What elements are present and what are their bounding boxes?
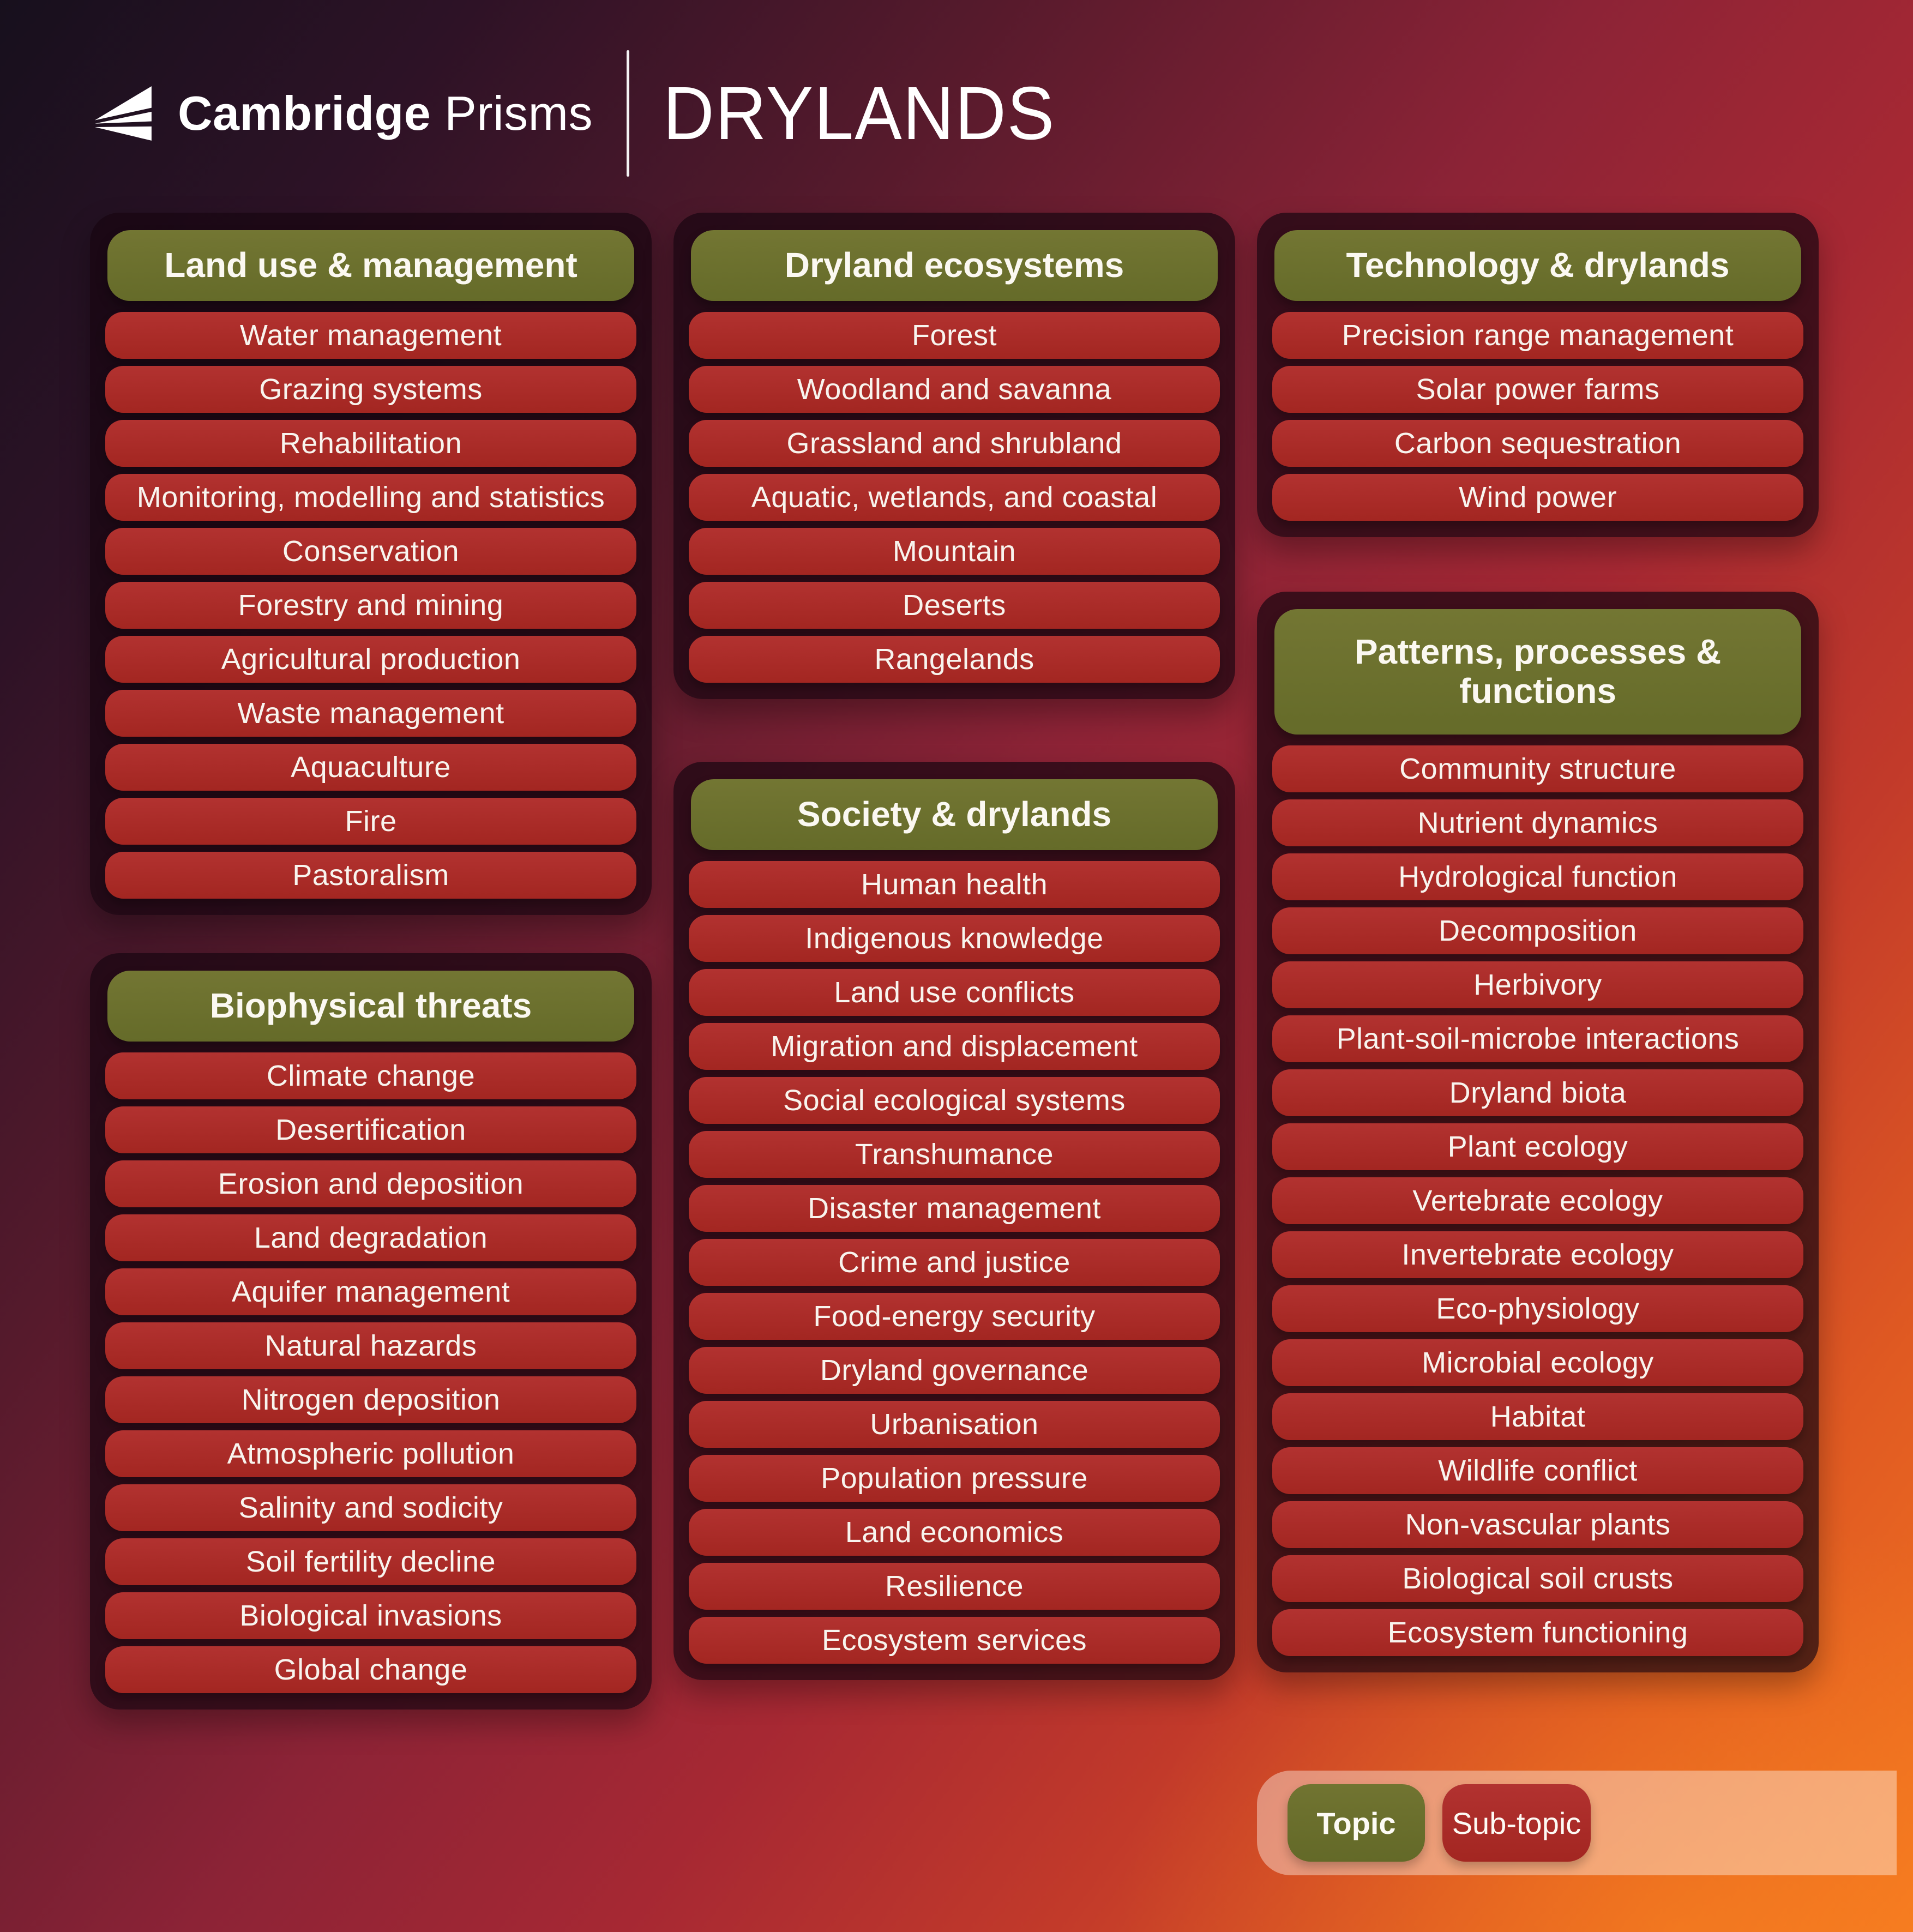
subtopic-pill: Biological invasions: [105, 1592, 636, 1639]
topic-header: Land use & management: [107, 230, 634, 301]
subtopic-pill: Disaster management: [689, 1185, 1220, 1232]
subtopic-pill: Pastoralism: [105, 852, 636, 899]
brand-cambridge: Cambridge: [178, 86, 431, 140]
legend: Topic Sub-topic: [1257, 1771, 1897, 1875]
subtopic-pill: Nitrogen deposition: [105, 1376, 636, 1423]
subtopic-pill: Fire: [105, 798, 636, 845]
subtopic-pill: Non-vascular plants: [1272, 1501, 1803, 1548]
subtopic-list: Human health Indigenous knowledge Land use…: [689, 861, 1220, 1664]
column-1: Land use & management Water management Gr…: [90, 213, 652, 1710]
subtopic-pill: Rehabilitation: [105, 420, 636, 467]
subtopic-pill: Wildlife conflict: [1272, 1447, 1803, 1494]
subtopic-pill: Rangelands: [689, 636, 1220, 683]
subtopic-list: Precision range management Solar power fa…: [1272, 312, 1803, 521]
subtopic-pill: Microbial ecology: [1272, 1339, 1803, 1386]
panel-land-use-management: Land use & management Water management Gr…: [90, 213, 652, 915]
subtopic-pill: Salinity and sodicity: [105, 1484, 636, 1531]
header: Cambridge Prisms DRYLANDS: [0, 0, 1913, 213]
subtopic-pill: Aquifer management: [105, 1268, 636, 1315]
brand-wordmark: Cambridge Prisms: [178, 86, 593, 141]
subtopic-pill: Forest: [689, 312, 1220, 359]
subtopic-pill: Land degradation: [105, 1214, 636, 1261]
subtopic-pill: Wind power: [1272, 474, 1803, 521]
legend-topic-pill: Topic: [1288, 1784, 1425, 1862]
subtopic-pill: Community structure: [1272, 745, 1803, 792]
subtopic-pill: Aquatic, wetlands, and coastal: [689, 474, 1220, 521]
legend-subtopic-pill: Sub-topic: [1442, 1784, 1591, 1862]
subtopic-pill: Precision range management: [1272, 312, 1803, 359]
subtopic-pill: Hydrological function: [1272, 853, 1803, 900]
subtopic-pill: Food-energy security: [689, 1293, 1220, 1340]
topic-header: Society & drylands: [691, 779, 1218, 850]
subtopic-pill: Agricultural production: [105, 636, 636, 683]
subtopic-list: Community structure Nutrient dynamics Hydr…: [1272, 745, 1803, 1656]
subtopic-list: Forest Woodland and savanna Grassland and …: [689, 312, 1220, 683]
subtopic-pill: Eco-physiology: [1272, 1285, 1803, 1332]
subtopic-pill: Waste management: [105, 690, 636, 737]
subtopic-pill: Erosion and deposition: [105, 1160, 636, 1207]
subtopic-pill: Atmospheric pollution: [105, 1430, 636, 1477]
subtopic-pill: Crime and justice: [689, 1239, 1220, 1286]
subtopic-pill: Grassland and shrubland: [689, 420, 1220, 467]
subtopic-pill: Habitat: [1272, 1393, 1803, 1440]
subtopic-pill: Urbanisation: [689, 1401, 1220, 1448]
subtopic-pill: Indigenous knowledge: [689, 915, 1220, 962]
subtopic-pill: Water management: [105, 312, 636, 359]
subtopic-pill: Mountain: [689, 528, 1220, 575]
panel-biophysical-threats: Biophysical threats Climate change Desert…: [90, 953, 652, 1710]
subtopic-pill: Conservation: [105, 528, 636, 575]
subtopic-pill: Carbon sequestration: [1272, 420, 1803, 467]
panel-dryland-ecosystems: Dryland ecosystems Forest Woodland and sa…: [673, 213, 1235, 699]
column-2: Dryland ecosystems Forest Woodland and sa…: [673, 213, 1235, 1680]
subtopic-pill: Woodland and savanna: [689, 366, 1220, 413]
subtopic-list: Water management Grazing systems Rehabilit…: [105, 312, 636, 899]
brand-prisms: Prisms: [444, 86, 593, 140]
subtopic-pill: Natural hazards: [105, 1322, 636, 1369]
subtopic-pill: Invertebrate ecology: [1272, 1231, 1803, 1278]
subtopic-list: Climate change Desertification Erosion and…: [105, 1052, 636, 1693]
subtopic-pill: Biological soil crusts: [1272, 1555, 1803, 1602]
subtopic-pill: Dryland governance: [689, 1347, 1220, 1394]
subtopic-pill: Dryland biota: [1272, 1069, 1803, 1116]
column-3: Technology & drylands Precision range ma…: [1257, 213, 1897, 1875]
subtopic-pill: Deserts: [689, 582, 1220, 629]
subtopic-pill: Land economics: [689, 1509, 1220, 1556]
subtopic-pill: Solar power farms: [1272, 366, 1803, 413]
subtopic-pill: Herbivory: [1272, 961, 1803, 1008]
subtopic-pill: Climate change: [105, 1052, 636, 1099]
topic-header: Technology & drylands: [1274, 230, 1801, 301]
subtopic-pill: Forestry and mining: [105, 582, 636, 629]
subtopic-pill: Transhumance: [689, 1131, 1220, 1178]
topic-header: Dryland ecosystems: [691, 230, 1218, 301]
subtopic-pill: Population pressure: [689, 1455, 1220, 1502]
subtopic-pill: Plant ecology: [1272, 1123, 1803, 1170]
subtopic-pill: Migration and displacement: [689, 1023, 1220, 1070]
subtopic-pill: Plant-soil-microbe interactions: [1272, 1015, 1803, 1062]
subtopic-pill: Aquaculture: [105, 744, 636, 791]
subtopic-pill: Ecosystem functioning: [1272, 1609, 1803, 1656]
panel-technology-drylands: Technology & drylands Precision range ma…: [1257, 213, 1819, 537]
subtopic-pill: Land use conflicts: [689, 969, 1220, 1016]
journal-title: DRYLANDS: [663, 71, 1056, 155]
cambridge-prisms-logo-icon: [94, 86, 152, 141]
subtopic-pill: Desertification: [105, 1106, 636, 1153]
subtopic-pill: Resilience: [689, 1563, 1220, 1610]
subtopic-pill: Monitoring, modelling and statistics: [105, 474, 636, 521]
topic-header: Biophysical threats: [107, 971, 634, 1042]
topic-header: Patterns, processes & functions: [1274, 609, 1801, 735]
subtopic-pill: Soil fertility decline: [105, 1538, 636, 1585]
subtopic-pill: Nutrient dynamics: [1272, 799, 1803, 846]
subtopic-pill: Social ecological systems: [689, 1077, 1220, 1124]
topic-columns: Land use & management Water management Gr…: [0, 213, 1913, 1875]
subtopic-pill: Decomposition: [1272, 907, 1803, 954]
panel-society-drylands: Society & drylands Human health Indigenou…: [673, 762, 1235, 1680]
subtopic-pill: Ecosystem services: [689, 1617, 1220, 1664]
subtopic-pill: Grazing systems: [105, 366, 636, 413]
subtopic-pill: Vertebrate ecology: [1272, 1177, 1803, 1224]
subtopic-pill: Global change: [105, 1646, 636, 1693]
subtopic-pill: Human health: [689, 861, 1220, 908]
brand-divider: [626, 50, 629, 177]
panel-patterns-processes-functions: Patterns, processes & functions Communit…: [1257, 592, 1819, 1672]
